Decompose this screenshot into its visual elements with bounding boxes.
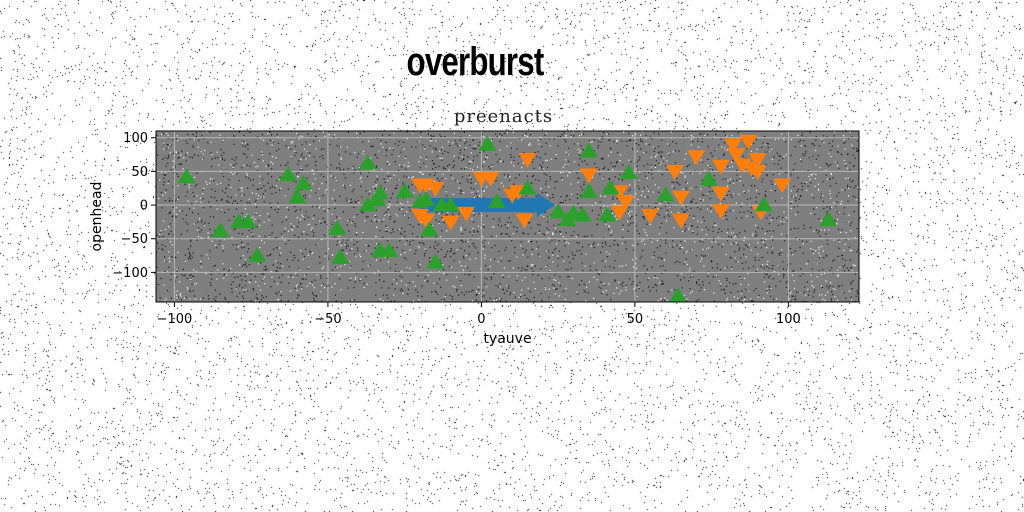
green-triangle-up-point xyxy=(518,179,537,195)
green-triangle-up-point xyxy=(426,253,445,269)
green-triangle-up-point xyxy=(601,179,620,195)
orange-triangle-down-point xyxy=(441,215,460,231)
orange-triangle-down-point xyxy=(711,204,730,219)
green-triangle-up-point xyxy=(248,246,267,262)
orange-triangle-down-point xyxy=(665,165,684,180)
orange-triangle-down-point xyxy=(457,206,476,222)
green-triangle-up-point xyxy=(699,170,718,186)
orange-triangle-down-point xyxy=(610,205,629,221)
y-tick-label: 50 xyxy=(131,165,148,180)
green-triangle-up-point xyxy=(487,193,506,208)
plot-noise-light xyxy=(156,131,859,302)
orange-triangle-down-point xyxy=(518,152,537,168)
y-tick-label: −100 xyxy=(112,266,148,281)
y-tick-label: 100 xyxy=(123,131,148,146)
orange-triangle-down-point xyxy=(711,186,730,202)
green-triangle-up-point xyxy=(328,220,347,235)
green-triangle-up-point xyxy=(417,191,436,206)
green-triangle-up-point xyxy=(294,174,313,190)
figure-suptitle: overburst xyxy=(406,40,545,84)
green-triangle-up-point xyxy=(380,242,399,258)
orange-triangle-down-point xyxy=(711,159,730,175)
green-triangle-up-point xyxy=(358,154,377,170)
green-triangle-up-point xyxy=(598,206,617,222)
orange-triangle-down-point xyxy=(426,181,445,197)
x-tick-label: 50 xyxy=(627,312,644,327)
green-triangle-up-point xyxy=(358,196,377,212)
y-axis-label: openhead xyxy=(89,182,105,252)
green-triangle-up-point xyxy=(656,186,675,202)
orange-triangle-down-point xyxy=(515,213,534,229)
green-triangle-up-point xyxy=(177,168,196,184)
green-triangle-up-point xyxy=(288,188,307,204)
green-triangle-up-point xyxy=(819,211,838,227)
orange-triangle-down-point xyxy=(739,134,758,150)
x-tick-label: 0 xyxy=(477,312,485,327)
green-triangle-up-point xyxy=(579,142,598,158)
orange-triangle-down-point xyxy=(773,178,792,194)
green-triangle-up-point xyxy=(331,249,350,264)
green-triangle-up-point xyxy=(279,166,298,182)
green-triangle-up-point xyxy=(395,183,414,198)
orange-triangle-down-point xyxy=(727,148,746,164)
orange-triangle-down-point xyxy=(641,208,660,224)
orange-triangle-down-point xyxy=(671,190,690,206)
y-tick-label: −50 xyxy=(121,232,148,247)
chart-title: preenacts xyxy=(454,106,553,127)
green-triangle-up-point xyxy=(549,203,568,219)
orange-triangle-down-point xyxy=(417,213,436,229)
green-triangle-up-point xyxy=(371,184,390,200)
green-triangle-up-point xyxy=(579,183,598,198)
plot-frame xyxy=(155,130,860,303)
orange-triangle-down-point xyxy=(687,150,706,166)
green-triangle-up-point xyxy=(239,213,258,229)
green-triangle-up-point xyxy=(478,135,497,151)
orange-triangle-down-point xyxy=(748,152,767,168)
x-tick-label: −100 xyxy=(157,312,193,327)
green-triangle-up-point xyxy=(573,206,592,222)
green-triangle-up-point xyxy=(619,164,638,180)
green-triangle-up-point xyxy=(420,221,439,237)
green-triangle-up-point xyxy=(754,196,773,212)
orange-triangle-down-point xyxy=(616,195,635,211)
x-axis-label: tyauve xyxy=(483,331,531,347)
orange-triangle-down-point xyxy=(481,171,500,187)
orange-triangle-down-point xyxy=(724,138,743,154)
orange-triangle-down-point xyxy=(579,168,598,184)
x-tick-label: 100 xyxy=(776,312,801,327)
green-triangle-up-point xyxy=(669,287,687,302)
x-tick-label: −50 xyxy=(314,312,341,327)
orange-triangle-down-point xyxy=(671,213,690,229)
orange-triangle-down-point xyxy=(748,165,767,180)
y-tick-label: 0 xyxy=(140,199,148,214)
green-triangle-up-point xyxy=(441,196,460,212)
green-triangle-up-point xyxy=(211,222,230,237)
